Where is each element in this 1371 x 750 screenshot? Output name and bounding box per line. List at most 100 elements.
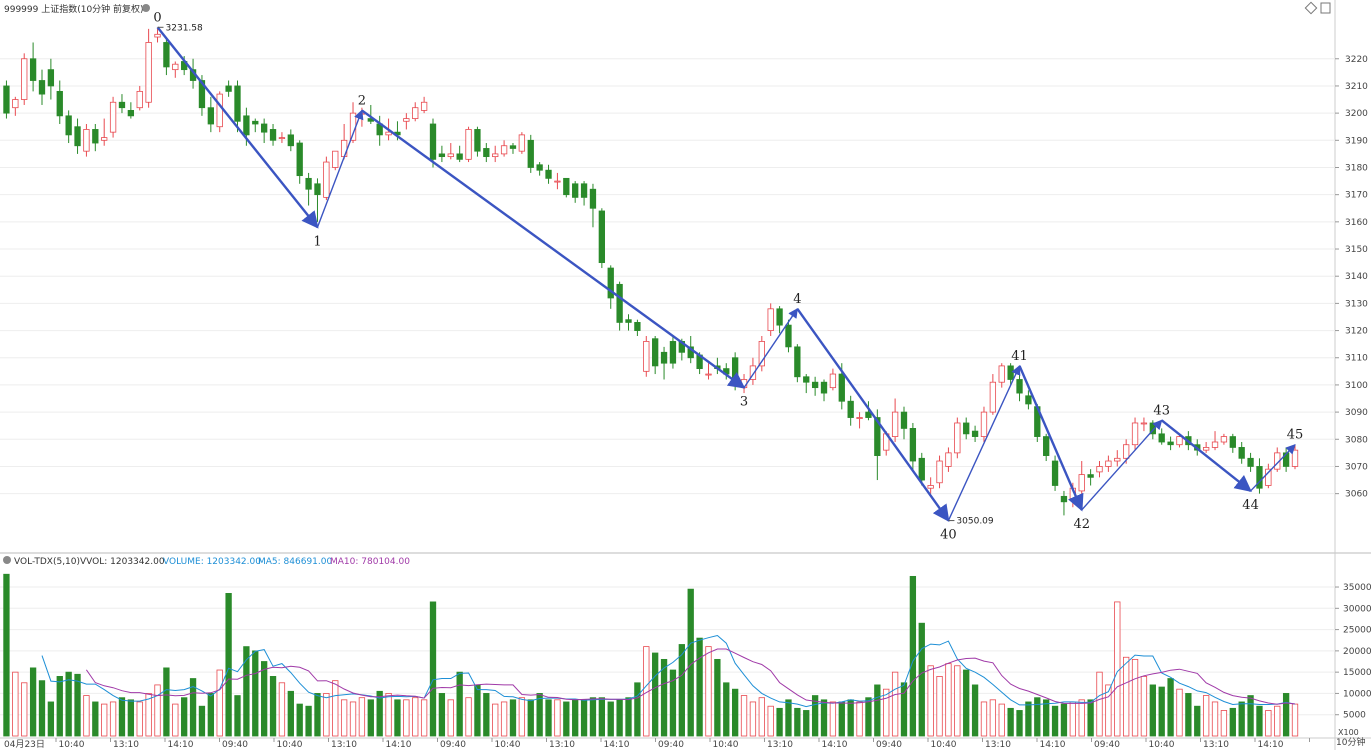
volume-bar[interactable] [545, 699, 552, 737]
volume-bar[interactable] [1140, 676, 1148, 737]
volume-bar[interactable] [83, 695, 90, 737]
volume-bar[interactable] [163, 667, 170, 737]
candle-body[interactable] [945, 452, 952, 467]
candle-body[interactable] [252, 120, 259, 125]
candle-body[interactable] [572, 183, 579, 198]
volume-bar[interactable] [660, 658, 668, 737]
volume-bar[interactable] [731, 688, 739, 737]
candle-body[interactable] [731, 357, 739, 380]
candle-body[interactable] [829, 373, 837, 389]
candle-body[interactable] [865, 411, 872, 418]
candle-body[interactable] [580, 183, 588, 198]
candle-body[interactable] [340, 139, 348, 158]
volume-bar[interactable] [767, 705, 774, 737]
volume-bar[interactable] [154, 684, 161, 737]
candle-body[interactable] [1123, 444, 1130, 459]
volume-bar[interactable] [1105, 684, 1112, 737]
candle-body[interactable] [261, 123, 268, 133]
volume-bar[interactable] [109, 701, 117, 737]
candle-body[interactable] [589, 188, 597, 209]
volume-bar[interactable] [572, 699, 579, 737]
volume-bar[interactable] [447, 699, 454, 737]
candle-body[interactable] [1043, 436, 1050, 456]
volume-bar[interactable] [118, 697, 126, 737]
candle-body[interactable] [1114, 457, 1121, 462]
candlesticks[interactable] [3, 28, 1299, 516]
volume-bar[interactable] [1176, 688, 1183, 737]
volume-bar[interactable] [696, 637, 703, 737]
candle-body[interactable] [109, 101, 117, 133]
volume-bar[interactable] [198, 705, 206, 737]
candle-body[interactable] [616, 283, 623, 323]
volume-bar[interactable] [38, 680, 46, 737]
volume-bar[interactable] [891, 671, 899, 737]
volume-bar[interactable] [1078, 699, 1085, 737]
candle-body[interactable] [509, 145, 517, 149]
candle-body[interactable] [323, 161, 330, 198]
volume-bar[interactable] [74, 673, 81, 737]
volume-bar[interactable] [883, 688, 890, 737]
diamond-icon[interactable] [1304, 1, 1318, 15]
volume-bar[interactable] [29, 667, 37, 737]
candle-body[interactable] [1167, 441, 1174, 446]
candle-body[interactable] [429, 123, 437, 160]
volume-bar[interactable] [349, 701, 357, 737]
volume-bar[interactable] [136, 701, 143, 737]
volume-bar[interactable] [820, 699, 828, 737]
candle-body[interactable] [980, 411, 988, 437]
candle-body[interactable] [776, 308, 783, 326]
candle-body[interactable] [278, 137, 286, 139]
candle-body[interactable] [101, 137, 108, 141]
volume-bar[interactable] [1274, 705, 1281, 737]
volume-bar[interactable] [669, 669, 677, 737]
candle-body[interactable] [767, 308, 774, 331]
volume-bar[interactable] [243, 646, 250, 737]
volume-bar[interactable] [376, 690, 383, 737]
volume-bar[interactable] [269, 676, 277, 737]
candle-body[interactable] [1220, 436, 1228, 443]
candle-body[interactable] [1291, 449, 1299, 467]
candle-body[interactable] [456, 153, 463, 160]
volume-bar[interactable] [340, 699, 348, 737]
candle-body[interactable] [607, 267, 614, 299]
volume-bar[interactable] [936, 676, 943, 737]
volume-bar[interactable] [803, 710, 810, 737]
candle-body[interactable] [56, 90, 63, 117]
candle-body[interactable] [1087, 474, 1094, 478]
volume-bar[interactable] [394, 699, 401, 737]
volume-bar[interactable] [1211, 701, 1219, 737]
volume-bar[interactable] [1051, 705, 1059, 737]
volume-bar[interactable] [1025, 701, 1032, 737]
candle-body[interactable] [83, 129, 90, 152]
volume-bar[interactable] [776, 707, 783, 737]
volume-bar[interactable] [1265, 710, 1272, 737]
volume-bar[interactable] [856, 701, 863, 737]
volume-bar[interactable] [1256, 705, 1263, 737]
volume-bar[interactable] [1282, 693, 1290, 737]
volume-bar[interactable] [794, 707, 801, 737]
volume-bar[interactable] [438, 693, 446, 737]
volume-bar[interactable] [385, 693, 392, 737]
candle-body[interactable] [1016, 379, 1023, 394]
candle-body[interactable] [660, 351, 668, 364]
candle-body[interactable] [669, 341, 677, 364]
volume-bar[interactable] [980, 701, 988, 737]
candle-body[interactable] [1238, 447, 1245, 459]
volume-bar[interactable] [1167, 678, 1174, 737]
volume-bar[interactable] [145, 693, 152, 737]
candle-body[interactable] [349, 112, 357, 141]
volume-bar[interactable] [1238, 701, 1245, 737]
volume-bar[interactable] [705, 646, 712, 737]
candle-body[interactable] [465, 129, 472, 160]
volume-bar[interactable] [758, 697, 765, 737]
candle-body[interactable] [1007, 365, 1014, 380]
candle-body[interactable] [989, 381, 997, 413]
volume-bar[interactable] [563, 701, 570, 737]
candle-body[interactable] [820, 381, 828, 394]
volume-bar[interactable] [216, 669, 223, 737]
volume-bar[interactable] [429, 601, 437, 737]
volume-bar[interactable] [207, 693, 214, 737]
candle-body[interactable] [198, 80, 206, 109]
volume-bar[interactable] [314, 693, 321, 737]
candle-body[interactable] [74, 126, 81, 147]
